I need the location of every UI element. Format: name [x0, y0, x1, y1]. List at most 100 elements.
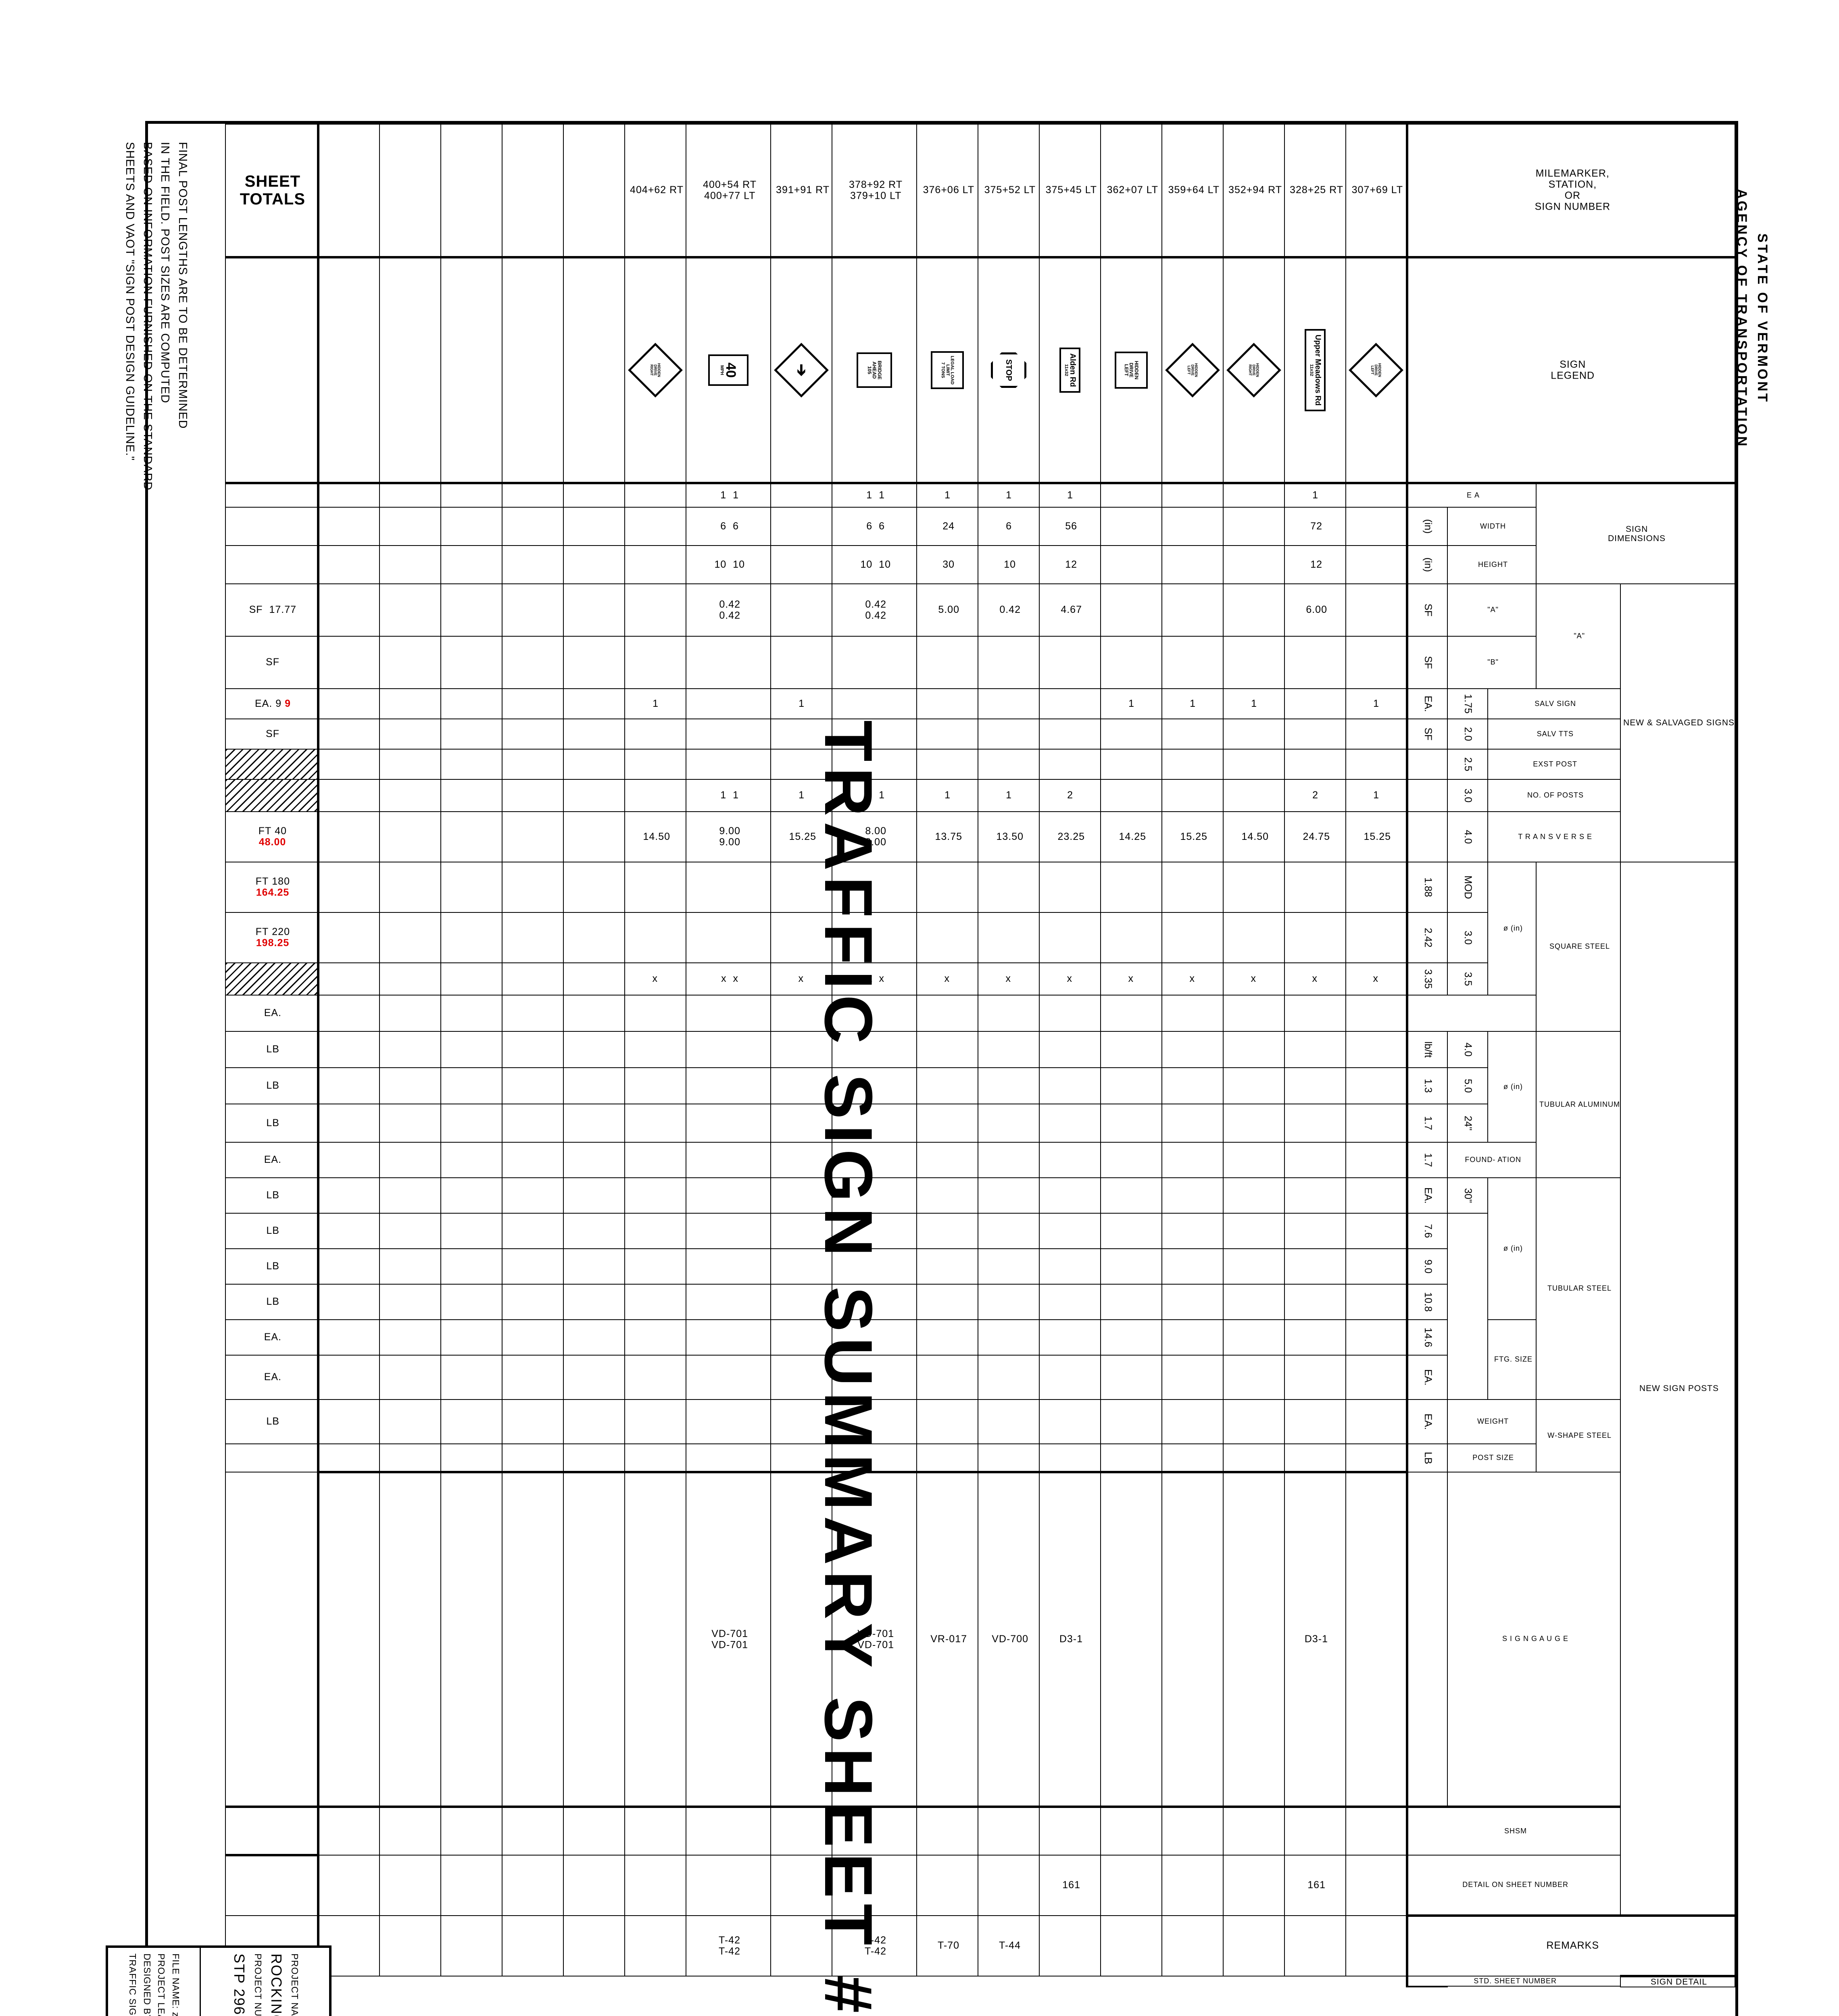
- table-row[interactable]: 359+64 LT HIDDEN DRIVE LEFT 1 15.25 x: [1162, 124, 1224, 1987]
- cell-remarks: [1346, 1472, 1407, 1807]
- cell-st50: [686, 1249, 771, 1284]
- cell-al40: [686, 1031, 771, 1068]
- speed-limit-sign-icon: 40 MPH: [708, 258, 749, 482]
- cell-salv-sign: 1: [771, 689, 832, 719]
- cell-almod: [625, 1068, 686, 1104]
- cell-height: [771, 546, 832, 584]
- cell-salv-tts: [686, 719, 771, 749]
- table-row[interactable]: 375+45 LT Alden Rd 11x32 1 56 12 4.67 2 …: [1039, 124, 1101, 1987]
- table-row-blank[interactable]: [379, 124, 441, 1987]
- header-transverse-u: [1407, 812, 1448, 862]
- cell-sq175: 24.75: [1284, 812, 1346, 862]
- cell-st40: [1284, 1213, 1346, 1249]
- cell-al30: [1101, 995, 1162, 1031]
- cell-st35: [832, 1178, 917, 1213]
- cell-std-sheet: [771, 1916, 832, 1976]
- table-row[interactable]: 404+62 RT HIDDEN DRIVE RIGHT 1 14.50 x: [625, 124, 686, 1987]
- cell-st30: [978, 1142, 1040, 1178]
- table-row-blank[interactable]: [563, 124, 625, 1987]
- table-row-blank[interactable]: [441, 124, 502, 1987]
- cell-gauge: [1223, 1444, 1285, 1472]
- cell-remarks: VD-701 VD-701: [686, 1472, 771, 1807]
- header-alum-dia: ø (in): [1488, 1031, 1537, 1142]
- cell-shsm: [917, 1807, 978, 1855]
- cell-ftg30: [978, 1320, 1040, 1355]
- cell-gauge: [1039, 1444, 1101, 1472]
- table-row[interactable]: 307+69 LT HIDDEN DRIVE LEFT 1 1 15.25 x: [1346, 124, 1407, 1987]
- cell-al30: [625, 995, 686, 1031]
- cell-st50: [1223, 1249, 1285, 1284]
- table-row[interactable]: 400+54 RT 400+77 LT 40 MPH 1 1 6 6 10 10 0…: [686, 124, 771, 1987]
- sheet-totals-lb-4: LB: [225, 1178, 319, 1213]
- header-foundation: FOUND- ATION: [1447, 1142, 1537, 1178]
- cell-a: [1223, 584, 1285, 636]
- table-row[interactable]: 362+07 LT HIDDEN DRIVE LEFT 1 14.25 x: [1101, 124, 1162, 1987]
- cell-sq25: [686, 912, 771, 963]
- sheet-totals-shsm: [225, 1855, 319, 1916]
- header-b-sf: SF: [1407, 636, 1448, 689]
- table-row-blank[interactable]: [502, 124, 564, 1987]
- file-name-value: z15v037+sdet.dgn: [171, 2012, 181, 2016]
- table-row[interactable]: 378+92 RT 379+10 LT BRIDGE AHEAD 105 1 1 6 …: [832, 124, 917, 1987]
- cell-sqx: x: [1346, 963, 1407, 995]
- cell-ea: 1: [917, 483, 978, 507]
- header-std-sheet-number: STD. SHEET NUMBER: [1407, 1976, 1620, 1986]
- cell-postsize: [978, 1400, 1040, 1444]
- header-a-sf: SF: [1407, 584, 1448, 636]
- table-row[interactable]: 352+94 RT HIDDEN DRIVE RIGHT 1 14.50 x: [1223, 124, 1285, 1987]
- cell-ftg24: [1223, 1284, 1285, 1320]
- sheet-totals-gauge: [225, 1472, 319, 1807]
- cell-sqx: x: [1284, 963, 1346, 995]
- cell-salv-sign: [978, 689, 1040, 719]
- cell-al30: [978, 995, 1040, 1031]
- cell-al30: [917, 995, 978, 1031]
- table-row[interactable]: 375+52 LT STOP 1 6 10 0.42 1 13.50 x: [978, 124, 1040, 1987]
- table-row[interactable]: 376+06 LT LEGAL LOAD LIMIT 7 TONS 1 24 30 …: [917, 124, 978, 1987]
- header-steel-50: 5.0: [1447, 1068, 1488, 1104]
- cell-al40: [1039, 1031, 1101, 1068]
- traffic-sheet-label: TRAFFIC SIGN SUMMARY SHEET #6: [125, 1954, 140, 2016]
- cell-almod: [771, 1068, 832, 1104]
- table-row[interactable]: 328+25 RT Upper Meadows Rd 11x32 1 72 12…: [1284, 124, 1346, 1987]
- cell-std-sheet: [1039, 1916, 1101, 1976]
- cell-a: 0.42 0.42: [832, 584, 917, 636]
- header-alum-lbft-40: 1.7: [1407, 1104, 1448, 1142]
- cell-sqx: x: [1101, 963, 1162, 995]
- cell-st40: [832, 1213, 917, 1249]
- header-alum-lbft-30: 1.3: [1407, 1068, 1448, 1104]
- cell-shsm: [625, 1807, 686, 1855]
- header-w-shape-steel: W-SHAPE STEEL: [1536, 1400, 1620, 1472]
- header-height: HEIGHT: [1447, 546, 1537, 584]
- cell-ftg24: [625, 1284, 686, 1320]
- cell-salv-tts: [625, 719, 686, 749]
- cell-posts: 1 1: [686, 779, 771, 812]
- cell-st40: [1039, 1213, 1101, 1249]
- cell-sign-legend: Upper Meadows Rd 11x32: [1284, 257, 1346, 483]
- cell-width: [1346, 507, 1407, 546]
- hidden-drive-right-sign-icon: HIDDEN DRIVE RIGHT: [1226, 258, 1281, 482]
- cell-a: [1162, 584, 1224, 636]
- note-line-1: FINAL POST LENGTHS ARE TO BE DETERMINED: [176, 142, 189, 429]
- cell-st30: [686, 1142, 771, 1178]
- cell-sign-legend: HIDDEN DRIVE RIGHT: [1223, 257, 1285, 483]
- cell-st30: [1346, 1142, 1407, 1178]
- cell-b: [917, 636, 978, 689]
- cell-sqx: x: [1162, 963, 1224, 995]
- cell-sq175: 14.50: [1223, 812, 1285, 862]
- cell-found: [1223, 1104, 1285, 1142]
- project-name-label: PROJECT NAME:: [290, 1954, 300, 2016]
- cell-sign-legend: LEGAL LOAD LIMIT 7 TONS: [917, 257, 978, 483]
- cell-exst-post: [1346, 749, 1407, 779]
- table-row-blank[interactable]: [318, 124, 380, 1987]
- sheet-totals-sf-a: SF 17.77: [225, 584, 319, 636]
- cell-sq20: [1101, 862, 1162, 912]
- sheet-totals-h: [225, 546, 319, 584]
- cell-salv-tts: [1039, 719, 1101, 749]
- cell-al40: [917, 1031, 978, 1068]
- table-row[interactable]: 391+91 RT ➔ 1 1 15.25 x: [771, 124, 832, 1987]
- sheet-totals-ea-head: [225, 483, 319, 507]
- cell-posts: 1: [1346, 779, 1407, 812]
- cell-found: [1101, 1104, 1162, 1142]
- cell-b: [686, 636, 771, 689]
